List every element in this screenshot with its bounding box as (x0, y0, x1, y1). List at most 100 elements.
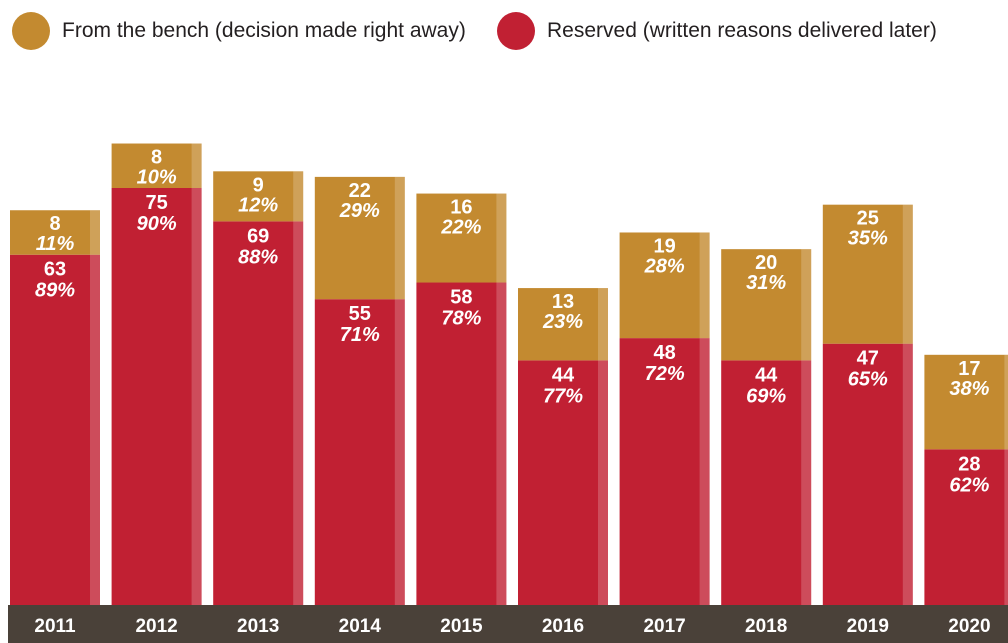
x-tick-label-2013: 2013 (237, 616, 279, 637)
bar-bench-shade-2020 (1004, 354, 1008, 450)
reserved-value-label-2018: 44 (755, 364, 778, 386)
bar-reserved-2014 (314, 299, 405, 605)
bar-bench-2020 (924, 354, 1008, 450)
bar-reserved-2020 (924, 449, 1008, 605)
reserved-percent-label-2011: 89% (35, 280, 75, 302)
x-tick-label-2019: 2019 (847, 616, 889, 637)
bar-reserved-shade-2011 (90, 254, 100, 605)
bench-value-label-2015: 16 (450, 197, 472, 219)
bar-bench-2011 (10, 210, 100, 255)
x-tick-label-2011: 2011 (34, 616, 76, 637)
legend-label-bench: From the bench (decision made right away… (62, 19, 466, 42)
bar-reserved-2019 (822, 343, 913, 605)
reserved-percent-label-2016: 77% (543, 385, 583, 407)
x-tick-label-2018: 2018 (745, 616, 787, 637)
bar-bench-2015 (416, 193, 507, 283)
legend-swatch-reserved (497, 12, 535, 50)
x-tick-label-2015: 2015 (440, 616, 483, 637)
reserved-percent-label-2012: 90% (137, 213, 177, 235)
x-tick-label-2017: 2017 (643, 616, 685, 637)
bench-value-label-2014: 22 (349, 180, 371, 202)
bench-percent-label-2011: 11% (36, 233, 75, 255)
bench-value-label-2016: 13 (552, 291, 574, 313)
bench-value-label-2018: 20 (755, 252, 777, 274)
reserved-percent-label-2020: 62% (949, 474, 989, 496)
reserved-value-label-2019: 47 (857, 348, 879, 370)
bar-bench-2012 (111, 143, 202, 188)
bar-reserved-2016 (518, 360, 608, 605)
bar-reserved-shade-2017 (699, 338, 710, 605)
legend-label-reserved: Reserved (written reasons delivered late… (547, 19, 937, 42)
bar-reserved-shade-2014 (394, 299, 405, 605)
bar-bench-shade-2016 (598, 288, 608, 361)
bench-value-label-2019: 25 (857, 208, 879, 230)
reserved-percent-label-2019: 65% (848, 369, 888, 391)
bar-bench-shade-2017 (699, 232, 710, 339)
bar-reserved-2017 (619, 338, 710, 605)
legend: From the bench (decision made right away… (0, 0, 1008, 60)
bench-percent-label-2016: 23% (542, 311, 583, 333)
bench-value-label-2017: 19 (653, 235, 675, 257)
reserved-value-label-2013: 69 (247, 225, 269, 247)
reserved-value-label-2011: 63 (44, 259, 66, 281)
bar-reserved-2015 (416, 282, 507, 605)
bar-bench-2016 (518, 288, 608, 361)
reserved-value-label-2012: 75 (145, 192, 167, 214)
reserved-value-label-2020: 28 (958, 453, 980, 475)
bar-reserved-2018 (721, 360, 812, 605)
reserved-percent-label-2017: 72% (645, 363, 685, 385)
bar-bench-shade-2013 (293, 171, 304, 222)
bar-bench-2019 (822, 204, 913, 344)
bench-value-label-2012: 8 (151, 147, 162, 169)
bench-percent-label-2020: 38% (949, 378, 989, 400)
bar-bench-shade-2019 (902, 204, 913, 344)
bar-bench-2018 (721, 249, 812, 361)
reserved-value-label-2016: 44 (552, 364, 575, 386)
reserved-percent-label-2014: 71% (340, 324, 380, 346)
bar-bench-2017 (619, 232, 710, 339)
legend-item-reserved: Reserved (written reasons delivered late… (497, 12, 937, 50)
bar-reserved-shade-2015 (496, 282, 507, 605)
bar-bench-2013 (213, 171, 304, 222)
bar-bench-shade-2014 (394, 176, 405, 300)
reserved-value-label-2017: 48 (653, 342, 675, 364)
bench-percent-label-2019: 35% (848, 228, 888, 250)
bar-reserved-2013 (213, 221, 304, 606)
bar-bench-shade-2011 (90, 210, 100, 255)
bar-bench-shade-2012 (191, 143, 202, 188)
bench-value-label-2020: 17 (958, 358, 980, 380)
bench-percent-label-2014: 29% (339, 200, 380, 222)
bench-percent-label-2012: 10% (137, 167, 177, 189)
bar-bench-2014 (314, 176, 405, 300)
bar-bench-shade-2018 (801, 249, 812, 361)
reserved-value-label-2014: 55 (349, 303, 371, 325)
x-axis-band (8, 605, 1008, 643)
x-tick-label-2020: 2020 (948, 616, 990, 637)
bar-reserved-2012 (111, 188, 202, 605)
bar-reserved-shade-2018 (801, 360, 812, 605)
legend-swatch-bench (12, 12, 50, 50)
bench-percent-label-2018: 31% (746, 272, 786, 294)
bar-reserved-shade-2012 (191, 188, 202, 605)
x-tick-label-2014: 2014 (339, 616, 382, 637)
bench-value-label-2013: 9 (253, 174, 264, 196)
bar-reserved-shade-2019 (902, 343, 913, 605)
bar-reserved-2011 (10, 254, 100, 605)
reserved-percent-label-2018: 69% (746, 385, 786, 407)
bench-percent-label-2017: 28% (644, 255, 685, 277)
bar-bench-shade-2015 (496, 193, 507, 283)
x-tick-label-2016: 2016 (542, 616, 584, 637)
bar-reserved-shade-2013 (293, 221, 304, 606)
bench-percent-label-2013: 12% (238, 194, 278, 216)
reserved-value-label-2015: 58 (450, 287, 472, 309)
bench-percent-label-2015: 22% (440, 217, 481, 239)
bar-reserved-shade-2020 (1004, 449, 1008, 605)
bench-value-label-2011: 8 (49, 213, 60, 235)
legend-item-bench: From the bench (decision made right away… (12, 12, 466, 50)
bar-reserved-shade-2016 (598, 360, 608, 605)
x-tick-label-2012: 2012 (135, 616, 177, 637)
reserved-percent-label-2015: 78% (441, 308, 481, 330)
reserved-percent-label-2013: 88% (238, 246, 278, 268)
